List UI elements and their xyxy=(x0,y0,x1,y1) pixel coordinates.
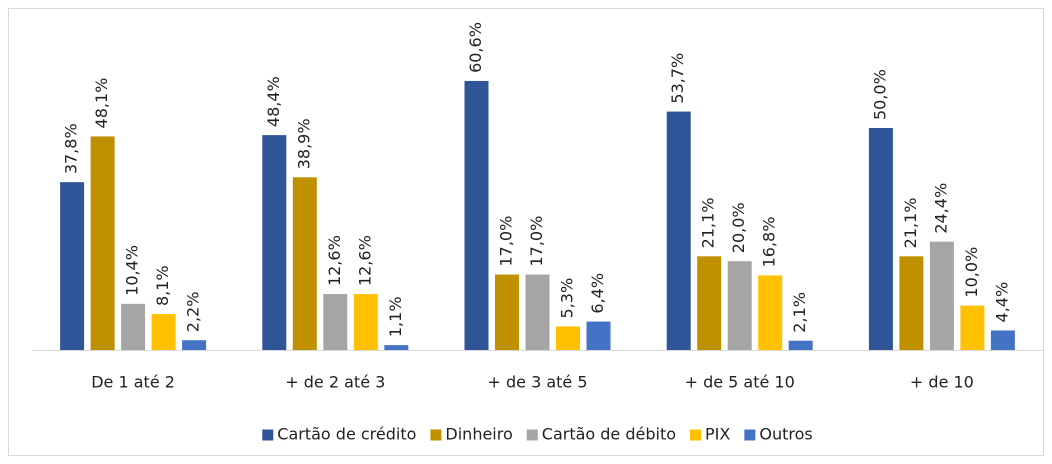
legend-swatch xyxy=(526,429,538,441)
data-label: 48,1% xyxy=(92,78,111,129)
bar xyxy=(353,294,378,350)
bar xyxy=(323,294,348,350)
bar xyxy=(899,256,924,350)
bar xyxy=(990,330,1015,350)
bar xyxy=(697,256,722,350)
data-label: 2,1% xyxy=(790,292,809,333)
legend-label: Outros xyxy=(759,425,812,444)
data-label: 17,0% xyxy=(497,216,516,267)
x-tick-label: + de 10 xyxy=(910,373,974,392)
bar xyxy=(758,275,783,350)
legend-swatch xyxy=(690,429,702,441)
bar xyxy=(464,80,489,350)
bar xyxy=(666,111,691,351)
data-label: 50,0% xyxy=(870,69,889,120)
legend-label: Cartão de crédito xyxy=(277,425,416,444)
data-label: 20,0% xyxy=(729,202,748,253)
data-label: 1,1% xyxy=(386,296,405,337)
bar xyxy=(262,135,287,350)
data-label: 24,4% xyxy=(931,183,950,234)
bar xyxy=(182,340,207,350)
bar xyxy=(868,128,893,350)
legend-label: PIX xyxy=(705,425,730,444)
data-label: 5,3% xyxy=(558,278,577,319)
legend-swatch xyxy=(744,429,756,441)
data-label: 53,7% xyxy=(668,53,687,104)
data-label: 2,2% xyxy=(184,292,203,333)
data-label: 16,8% xyxy=(760,217,779,268)
bar xyxy=(495,274,519,350)
bar xyxy=(525,274,550,350)
data-label: 12,6% xyxy=(355,235,374,286)
legend-label: Cartão de débito xyxy=(542,425,676,444)
bar xyxy=(384,345,409,350)
data-label: 12,6% xyxy=(325,235,344,286)
bar xyxy=(292,177,317,350)
data-label: 60,6% xyxy=(466,22,485,73)
bar xyxy=(556,326,580,350)
legend-swatch xyxy=(430,429,442,441)
data-label: 10,4% xyxy=(123,245,142,296)
bar xyxy=(90,136,115,350)
x-tick-label: De 1 até 2 xyxy=(91,373,175,392)
data-label: 8,1% xyxy=(153,265,172,306)
x-tick-label: + de 3 até 5 xyxy=(487,373,587,392)
data-label: 21,1% xyxy=(901,197,920,248)
data-label: 4,4% xyxy=(992,282,1011,323)
legend-swatch xyxy=(262,429,274,441)
bar xyxy=(960,305,985,350)
data-label: 17,0% xyxy=(527,216,546,267)
data-label: 37,8% xyxy=(62,123,81,174)
x-tick-label: + de 5 até 10 xyxy=(685,373,795,392)
data-label: 10,0% xyxy=(962,247,981,298)
legend-label: Dinheiro xyxy=(445,425,512,444)
data-label: 6,4% xyxy=(588,273,607,314)
data-label: 21,1% xyxy=(699,197,718,248)
bar xyxy=(586,321,611,350)
data-label: 48,4% xyxy=(264,76,283,127)
bar xyxy=(151,314,176,350)
bar xyxy=(929,241,954,350)
bar xyxy=(727,261,752,350)
bar xyxy=(788,340,813,350)
data-label: 38,9% xyxy=(294,118,313,169)
bar xyxy=(121,303,146,350)
bar xyxy=(60,182,85,350)
x-tick-label: + de 2 até 3 xyxy=(285,373,385,392)
